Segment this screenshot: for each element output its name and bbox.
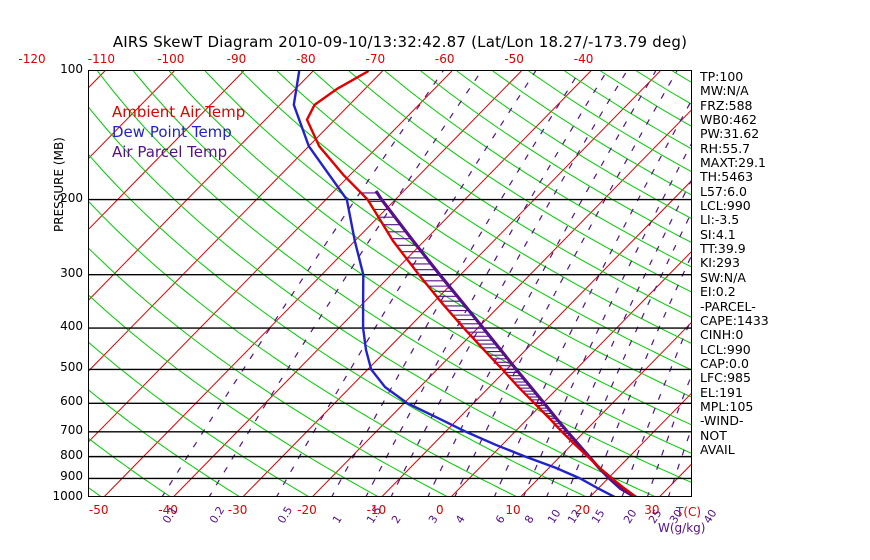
bottom-temp-tick--40: -40	[158, 503, 178, 517]
mixing-ratio-tick-2: 2	[389, 513, 405, 526]
page-title: AIRS SkewT Diagram 2010-09-10/13:32:42.8…	[112, 33, 688, 51]
top-temp-tick--60: -60	[434, 52, 455, 66]
index-wb0462: WB0:462	[700, 112, 757, 128]
index-tp100: TP:100	[700, 69, 744, 84]
index-maxt291: MAXT:29.1	[700, 155, 766, 171]
mixing-ratio-tick-1: 1	[330, 513, 345, 526]
mixing-ratio-tick-15: 15	[588, 507, 608, 526]
pressure-tick-1000: 1000	[52, 489, 83, 503]
mixing-ratio-tick-8: 8	[521, 513, 537, 526]
pressure-tick-600: 600	[60, 394, 83, 409]
pressure-tick-100: 100	[60, 62, 83, 76]
bottom-temp-tick--50: -50	[88, 503, 109, 517]
sounding-indices-panel: TP:100 MW:N/A FRZ:588 WB0:462 PW:31.62 RH:55.…	[700, 69, 850, 457]
bottom-temp-tick--10: -10	[366, 503, 387, 517]
top-temp-tick--40: -40	[573, 52, 594, 66]
skewt-plot-svg	[89, 71, 691, 496]
pressure-tick-800: 800	[60, 447, 83, 462]
pressure-tick-400: 400	[60, 319, 83, 334]
legend-item-0: Ambient Air Temp	[112, 103, 246, 121]
index-pw3162: PW:31.62	[700, 126, 760, 142]
top-temp-tick--110: -110	[87, 52, 116, 66]
top-temp-tick--120: -120	[18, 52, 46, 66]
y-axis-title: PRESSURE (MB)	[52, 137, 66, 232]
index-l5760: L57:6.0	[700, 183, 747, 199]
index-lcl990: LCL:990	[700, 341, 751, 357]
bottom-temp-tick-30: 30	[644, 503, 660, 517]
index-ei02: EI:0.2	[700, 284, 736, 300]
bottom-temp-tick-20: 20	[574, 503, 591, 517]
pressure-tick-500: 500	[60, 360, 83, 375]
dry-adiabat-lines	[89, 71, 691, 496]
index-el191: EL:191	[700, 384, 743, 400]
mixing-ratio-tick-10: 10	[545, 507, 564, 526]
mixing-ratio-tick-0.5: 0.5	[274, 504, 296, 526]
pressure-tick-700: 700	[60, 422, 83, 437]
index-th5463: TH:5463	[700, 169, 754, 185]
bottom-temp-tick--20: -20	[297, 503, 317, 517]
mixing-ratio-tick-4: 4	[453, 513, 468, 526]
mixing-ratio-tick-20: 20	[620, 507, 640, 526]
top-temp-tick--100: -100	[157, 52, 185, 66]
bottom-temp-tick-10: 10	[505, 503, 521, 517]
index-mpl105: MPL:105	[700, 398, 754, 414]
index-avail: AVAIL	[700, 441, 735, 457]
isobar-lines	[89, 198, 691, 480]
top-temp-tick--80: -80	[296, 52, 316, 66]
top-temp-tick--70: -70	[365, 52, 386, 66]
sounding-curves	[292, 71, 638, 496]
x-axis-mixing-label: W(g/kg)	[658, 521, 706, 535]
index-not: NOT	[700, 427, 727, 443]
pressure-tick-300: 300	[60, 265, 83, 280]
index-si41: SI:4.1	[700, 226, 736, 242]
top-temp-tick--50: -50	[504, 52, 524, 66]
index-cinh0: CINH:0	[700, 327, 744, 343]
index-wind: -WIND-	[700, 413, 744, 429]
index-lfc985: LFC:985	[700, 370, 751, 386]
index-swna: SW:N/A	[700, 269, 746, 285]
bottom-temp-tick-0: 0	[436, 503, 444, 517]
index-ki293: KI:293	[700, 255, 740, 271]
pressure-tick-200: 200	[60, 190, 83, 205]
legend-item-2: Air Parcel Temp	[112, 143, 228, 161]
index-lcl990: LCL:990	[700, 198, 751, 214]
index-cap00: CAP:0.0	[700, 355, 749, 371]
index-tt399: TT:39.9	[700, 241, 746, 257]
index-cape1433: CAPE:1433	[700, 312, 769, 328]
index-li35: LI:-3.5	[700, 212, 740, 228]
top-temp-tick--90: -90	[226, 52, 247, 66]
index-rh557: RH:55.7	[700, 140, 751, 156]
bottom-temp-tick--30: -30	[227, 503, 248, 517]
index-mwna: MW:N/A	[700, 83, 749, 99]
mixing-ratio-tick-0.2: 0.2	[207, 504, 228, 526]
x-axis-temp-label: T(C)	[676, 505, 702, 519]
legend-item-1: Dew Point Temp	[112, 123, 232, 141]
index-frz588: FRZ:588	[700, 97, 753, 113]
pressure-tick-900: 900	[60, 469, 83, 484]
skewt-plot-area	[88, 70, 692, 497]
index-parcel: -PARCEL-	[700, 298, 756, 314]
